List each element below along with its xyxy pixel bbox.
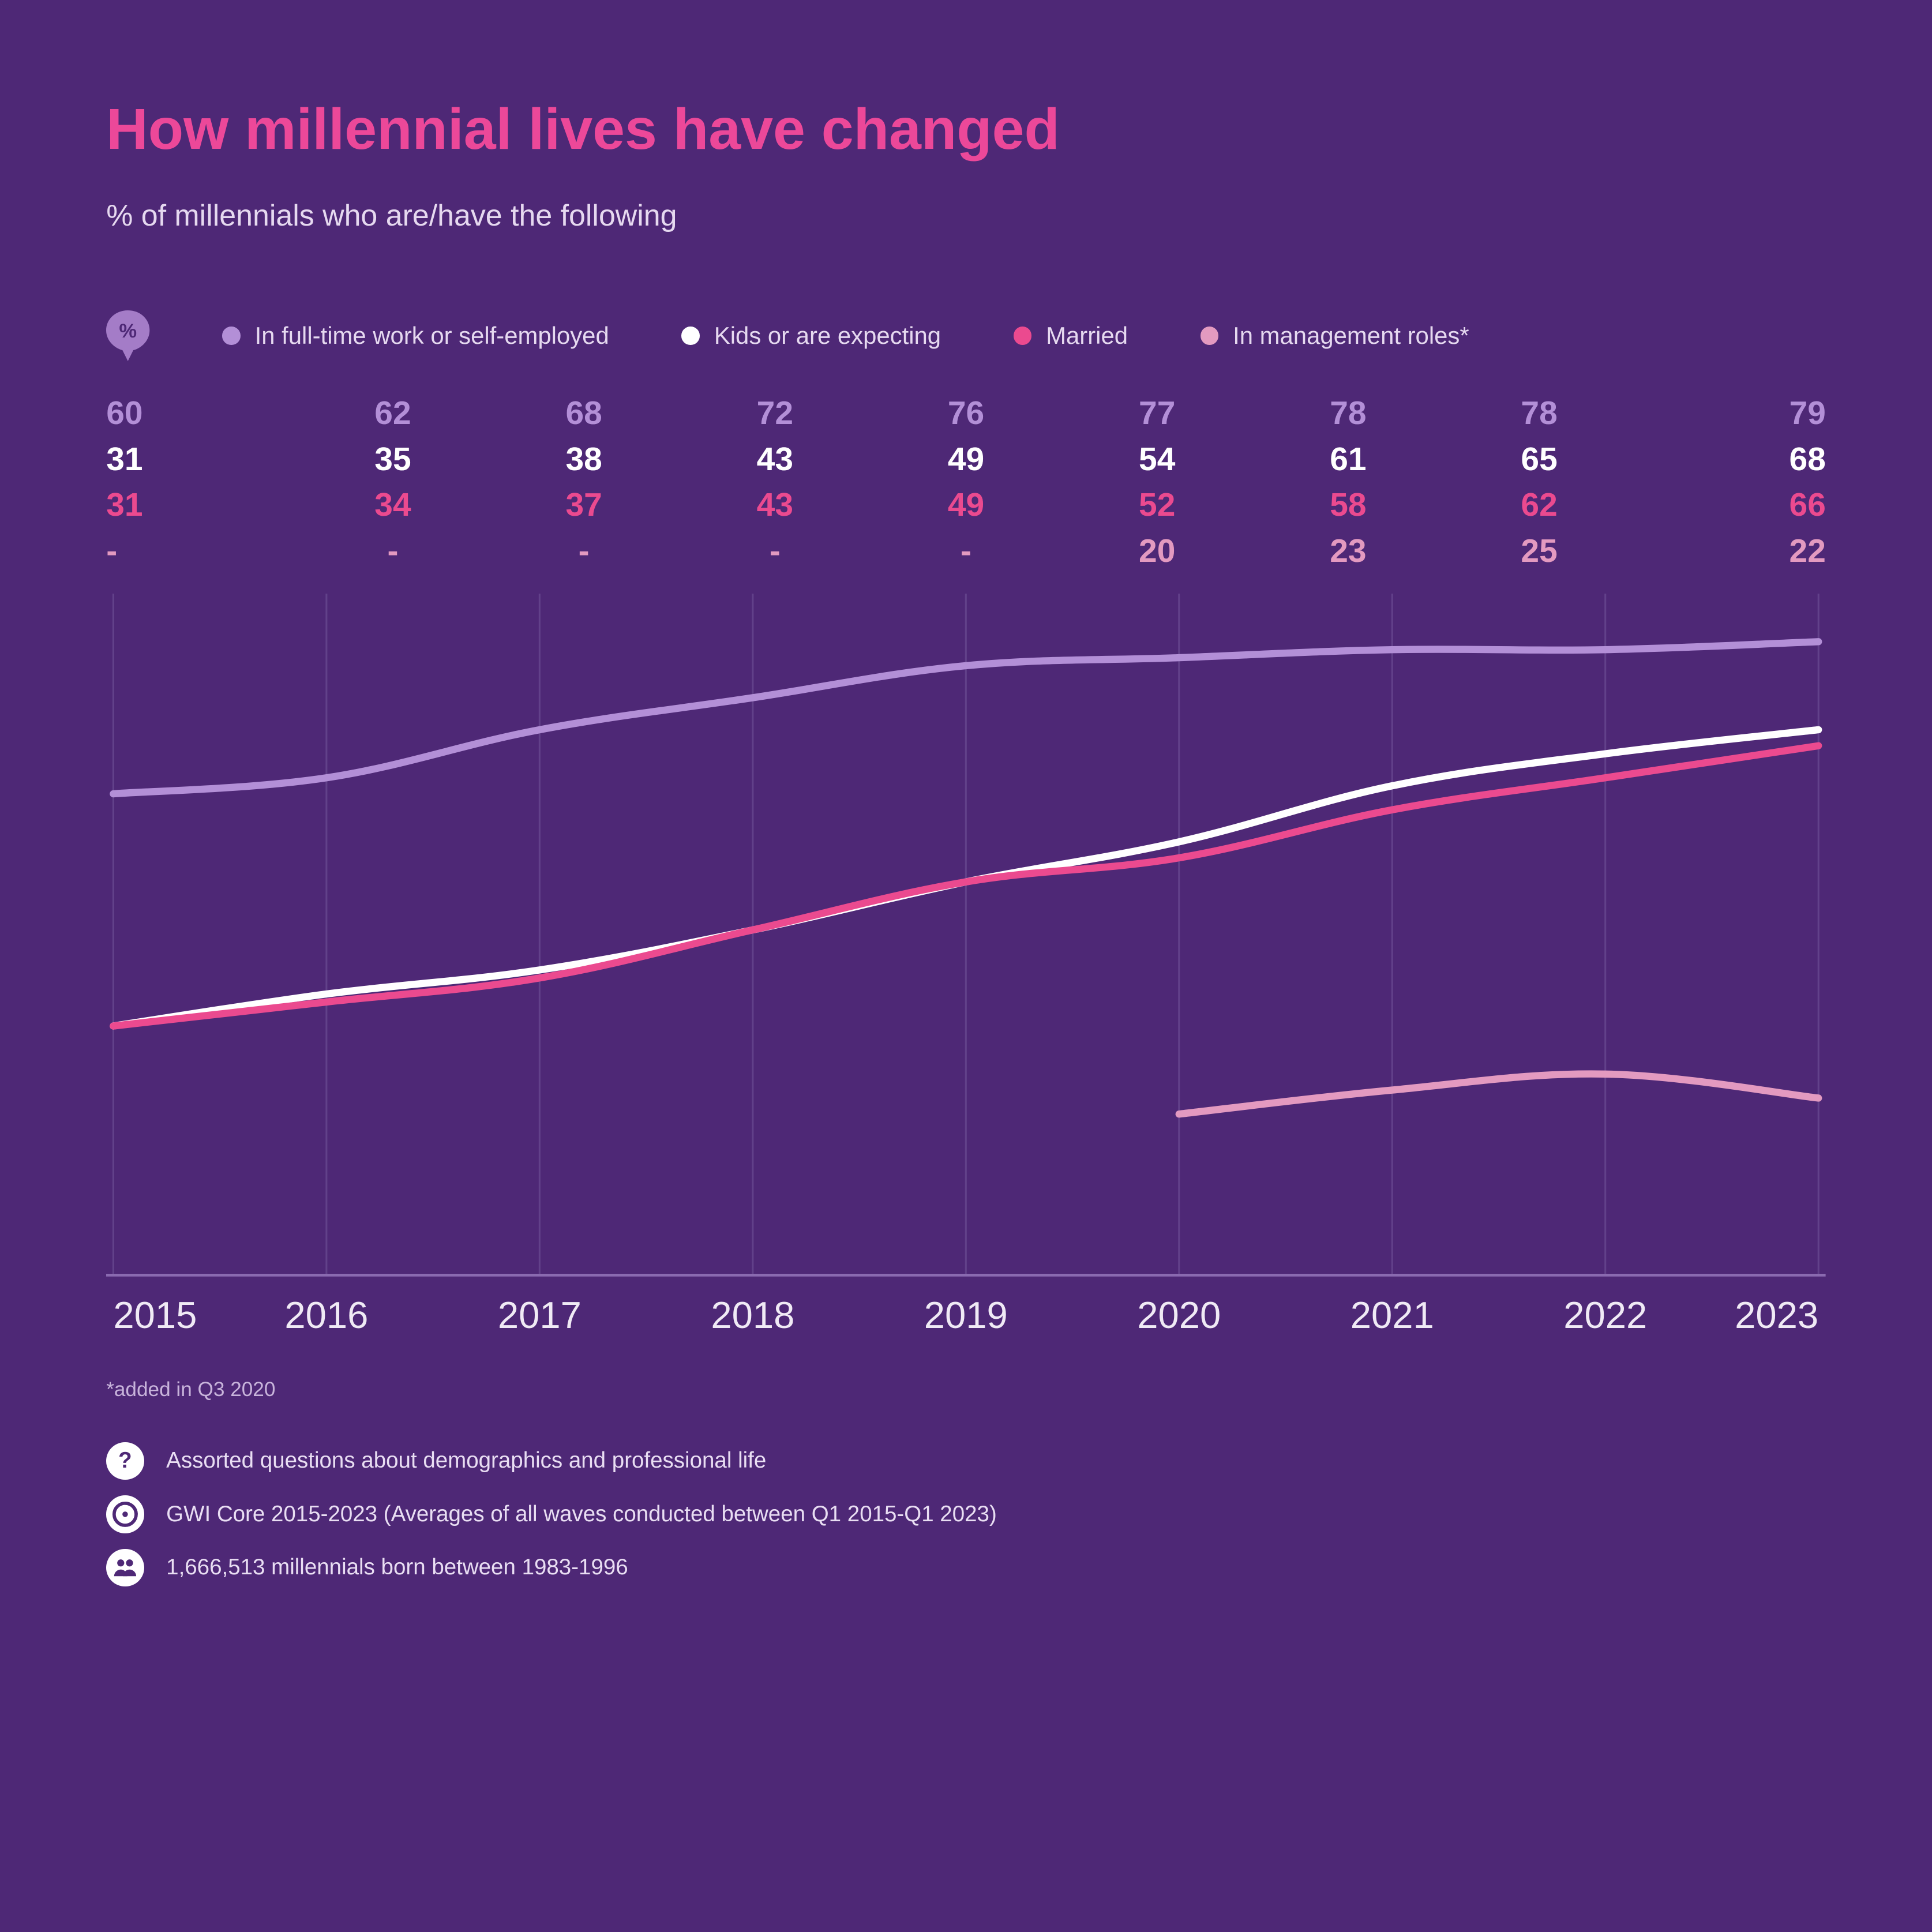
people-icon — [106, 1549, 144, 1586]
table-cell: 52 — [1061, 482, 1252, 528]
percent-badge-icon: % — [106, 310, 149, 361]
table-cell: 66 — [1635, 482, 1826, 528]
table-cell: - — [489, 528, 680, 574]
legend-dot-icon — [1201, 327, 1218, 344]
legend-dot-icon — [681, 327, 699, 344]
legend-item-kids: Kids or are expecting — [681, 322, 941, 350]
table-cell: 65 — [1444, 436, 1635, 482]
table-cell: 62 — [297, 390, 488, 436]
series-line-management — [1179, 1074, 1818, 1115]
table-cell: 76 — [871, 390, 1061, 436]
x-axis-label: 2018 — [711, 1294, 795, 1336]
meta-question: ? Assorted questions about demographics … — [106, 1442, 1826, 1480]
table-cell: 61 — [1252, 436, 1443, 482]
table-cell: 22 — [1635, 528, 1826, 574]
table-cell: - — [297, 528, 488, 574]
x-axis-label: 2015 — [114, 1294, 197, 1336]
legend-item-fulltime: In full-time work or self-employed — [222, 322, 609, 350]
meta-text: 1,666,513 millennials born between 1983-… — [166, 1555, 628, 1580]
table-row: 313437434952586266 — [106, 482, 1826, 528]
table-cell: 68 — [489, 390, 680, 436]
table-cell: 35 — [297, 436, 488, 482]
table-row: 606268727677787879 — [106, 390, 1826, 436]
table-cell: 31 — [106, 482, 297, 528]
x-axis-label: 2021 — [1350, 1294, 1434, 1336]
legend: % In full-time work or self-employed Kid… — [106, 310, 1826, 361]
table-cell: 49 — [871, 436, 1061, 482]
legend-label: In full-time work or self-employed — [255, 322, 609, 350]
infographic-page: How millennial lives have changed % of m… — [0, 0, 1932, 1932]
x-axis-label: 2022 — [1563, 1294, 1647, 1336]
table-cell: 72 — [680, 390, 871, 436]
table-cell: 60 — [106, 390, 297, 436]
legend-label: In management roles* — [1233, 322, 1469, 350]
meta-sample: 1,666,513 millennials born between 1983-… — [106, 1549, 1826, 1586]
table-cell: 43 — [680, 482, 871, 528]
meta-text: GWI Core 2015-2023 (Averages of all wave… — [166, 1502, 997, 1527]
table-cell: - — [680, 528, 871, 574]
table-cell: - — [106, 528, 297, 574]
table-cell: 78 — [1252, 390, 1443, 436]
table-row: -----20232522 — [106, 528, 1826, 574]
question-icon: ? — [106, 1442, 144, 1480]
x-axis-label: 2019 — [924, 1294, 1008, 1336]
table-cell: 78 — [1444, 390, 1635, 436]
table-cell: 77 — [1061, 390, 1252, 436]
metadata: ? Assorted questions about demographics … — [106, 1442, 1826, 1586]
meta-source: GWI Core 2015-2023 (Averages of all wave… — [106, 1495, 1826, 1533]
line-chart: 2015 2016 2017 2018 2019 2020 2021 2022 2023 — [106, 594, 1826, 1346]
table-cell: 37 — [489, 482, 680, 528]
x-axis-label: 2023 — [1735, 1294, 1818, 1336]
svg-text:%: % — [119, 320, 137, 342]
table-cell: 54 — [1061, 436, 1252, 482]
x-axis-label: 2017 — [498, 1294, 582, 1336]
table-cell: 38 — [489, 436, 680, 482]
table-cell: 20 — [1061, 528, 1252, 574]
source-icon — [106, 1495, 144, 1533]
page-subtitle: % of millennials who are/have the follow… — [106, 198, 1826, 232]
x-axis-label: 2020 — [1137, 1294, 1221, 1336]
page-title: How millennial lives have changed — [106, 96, 1826, 163]
table-cell: 34 — [297, 482, 488, 528]
table-cell: 49 — [871, 482, 1061, 528]
table-cell: - — [871, 528, 1061, 574]
table-cell: 31 — [106, 436, 297, 482]
data-table: 6062687276777878793135384349546165683134… — [106, 390, 1826, 574]
table-cell: 58 — [1252, 482, 1443, 528]
footnote: *added in Q3 2020 — [106, 1378, 1826, 1401]
table-cell: 43 — [680, 436, 871, 482]
legend-label: Married — [1046, 322, 1128, 350]
x-axis-label: 2016 — [285, 1294, 369, 1336]
legend-dot-icon — [1014, 327, 1031, 344]
table-cell: 79 — [1635, 390, 1826, 436]
legend-label: Kids or are expecting — [714, 322, 941, 350]
legend-item-married: Married — [1014, 322, 1128, 350]
legend-dot-icon — [222, 327, 240, 344]
table-cell: 23 — [1252, 528, 1443, 574]
table-cell: 25 — [1444, 528, 1635, 574]
meta-text: Assorted questions about demographics an… — [166, 1448, 766, 1473]
table-row: 313538434954616568 — [106, 436, 1826, 482]
table-cell: 62 — [1444, 482, 1635, 528]
table-cell: 68 — [1635, 436, 1826, 482]
legend-item-management: In management roles* — [1201, 322, 1469, 350]
